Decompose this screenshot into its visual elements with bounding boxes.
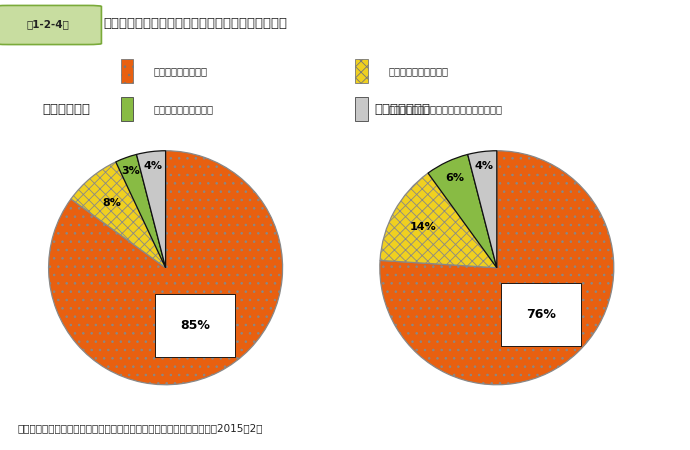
Text: 資料：中小企業庁「消費税の転嫁状況に関する月次モニタリング調査」2015年2月: 資料：中小企業庁「消費税の転嫁状況に関する月次モニタリング調査」2015年2月 bbox=[17, 423, 263, 433]
Text: 消費者向け取引: 消費者向け取引 bbox=[374, 103, 430, 116]
Text: 消費税を適切に価格転嫁できている中小企業の割合: 消費税を適切に価格転嫁できている中小企業の割合 bbox=[104, 17, 288, 30]
Text: 6%: 6% bbox=[445, 173, 464, 183]
Text: 85%: 85% bbox=[180, 319, 210, 332]
Wedge shape bbox=[137, 151, 166, 268]
Wedge shape bbox=[71, 162, 166, 268]
Text: 第1-2-4図: 第1-2-4図 bbox=[26, 19, 69, 29]
Bar bbox=[355, 58, 368, 83]
Text: 全く転嫁できていない: 全く転嫁できていない bbox=[154, 104, 214, 114]
Bar bbox=[121, 97, 133, 122]
Text: 4%: 4% bbox=[475, 161, 493, 171]
Wedge shape bbox=[116, 154, 166, 268]
Wedge shape bbox=[48, 151, 283, 385]
Text: 4%: 4% bbox=[144, 161, 162, 171]
Wedge shape bbox=[428, 154, 497, 268]
Wedge shape bbox=[380, 173, 497, 268]
Wedge shape bbox=[380, 151, 614, 385]
Text: 3%: 3% bbox=[121, 166, 140, 176]
Text: 8%: 8% bbox=[103, 198, 121, 208]
Text: 14%: 14% bbox=[410, 222, 436, 232]
Text: 全て転嫁できている: 全て転嫁できている bbox=[154, 66, 208, 76]
Bar bbox=[355, 97, 368, 122]
Bar bbox=[121, 58, 133, 83]
Text: 一部を転嫁できている: 一部を転嫁できている bbox=[388, 66, 448, 76]
Wedge shape bbox=[468, 151, 497, 268]
Text: 事業者間取引: 事業者間取引 bbox=[43, 103, 91, 116]
Text: 76%: 76% bbox=[526, 308, 555, 321]
FancyBboxPatch shape bbox=[0, 5, 101, 45]
Text: その他（経営戦略上、転嫁しなかった等）: その他（経営戦略上、転嫁しなかった等） bbox=[388, 104, 502, 114]
